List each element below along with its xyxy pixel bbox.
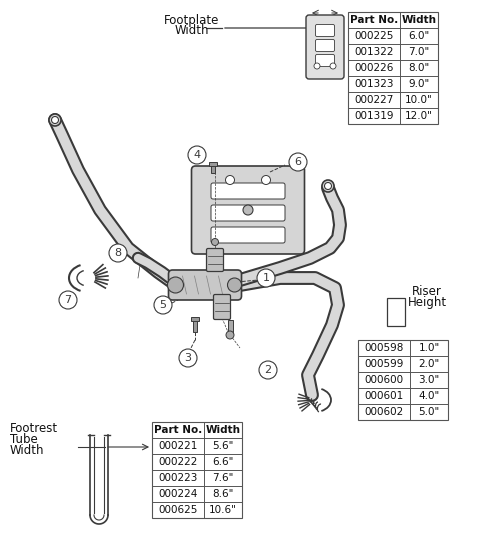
Text: 000225: 000225 <box>354 31 394 41</box>
Text: 3: 3 <box>184 353 192 363</box>
Bar <box>348 12 438 124</box>
Text: 9.0": 9.0" <box>408 79 430 89</box>
Text: 000226: 000226 <box>354 63 394 73</box>
Text: Footrest: Footrest <box>10 422 58 435</box>
Text: 5.6": 5.6" <box>212 441 234 451</box>
FancyBboxPatch shape <box>211 227 285 243</box>
Text: 6: 6 <box>294 157 302 167</box>
FancyBboxPatch shape <box>316 55 334 67</box>
Text: 12.0": 12.0" <box>405 111 433 121</box>
FancyBboxPatch shape <box>211 205 285 221</box>
Text: Width: Width <box>402 15 436 25</box>
Text: 000227: 000227 <box>354 95 394 105</box>
FancyBboxPatch shape <box>168 270 242 300</box>
Text: 7.6": 7.6" <box>212 473 234 483</box>
Text: Riser: Riser <box>412 285 442 298</box>
Text: 3.0": 3.0" <box>418 375 440 385</box>
Text: Tube: Tube <box>10 433 38 446</box>
Text: 001322: 001322 <box>354 47 394 57</box>
Circle shape <box>179 349 197 367</box>
FancyBboxPatch shape <box>211 183 285 199</box>
Circle shape <box>226 331 234 339</box>
Text: 000601: 000601 <box>364 391 404 401</box>
Text: 000223: 000223 <box>158 473 198 483</box>
Text: 000602: 000602 <box>364 407 404 417</box>
Text: Width: Width <box>10 444 44 457</box>
Circle shape <box>243 205 253 215</box>
Circle shape <box>289 153 307 171</box>
Circle shape <box>314 63 320 69</box>
Text: 8.0": 8.0" <box>408 63 430 73</box>
Bar <box>387 298 405 326</box>
Text: 4.0": 4.0" <box>418 391 440 401</box>
Text: Height: Height <box>408 296 447 309</box>
Text: Width: Width <box>206 425 240 435</box>
FancyBboxPatch shape <box>316 24 334 36</box>
Text: 000224: 000224 <box>158 489 198 499</box>
Text: 000599: 000599 <box>364 359 404 369</box>
Bar <box>191 317 199 321</box>
Circle shape <box>212 239 218 246</box>
Text: 000600: 000600 <box>364 375 404 385</box>
Text: 4: 4 <box>194 150 200 160</box>
FancyBboxPatch shape <box>316 40 334 51</box>
Circle shape <box>322 180 334 192</box>
Bar <box>358 340 448 420</box>
Text: 6.6": 6.6" <box>212 457 234 467</box>
FancyBboxPatch shape <box>192 166 304 254</box>
Circle shape <box>188 146 206 164</box>
Bar <box>228 320 232 335</box>
FancyBboxPatch shape <box>206 249 224 272</box>
Text: 10.0": 10.0" <box>405 95 433 105</box>
Text: 2: 2 <box>264 365 272 375</box>
Text: 5.0": 5.0" <box>418 407 440 417</box>
Circle shape <box>49 114 61 126</box>
Circle shape <box>259 361 277 379</box>
Circle shape <box>226 176 234 185</box>
Text: 8: 8 <box>114 248 121 258</box>
Text: 1: 1 <box>262 273 270 283</box>
Bar <box>193 320 197 332</box>
FancyBboxPatch shape <box>214 294 230 320</box>
Bar <box>152 422 242 518</box>
Text: 000598: 000598 <box>364 343 404 353</box>
Text: 8.6": 8.6" <box>212 489 234 499</box>
Text: 1.0": 1.0" <box>418 343 440 353</box>
Text: Width: Width <box>175 24 209 37</box>
Circle shape <box>324 182 332 190</box>
Text: 5: 5 <box>160 300 166 310</box>
Text: Part No.: Part No. <box>350 15 398 25</box>
Bar <box>209 162 217 166</box>
Text: 6.0": 6.0" <box>408 31 430 41</box>
Circle shape <box>262 176 270 185</box>
Circle shape <box>168 277 184 293</box>
Text: Part No.: Part No. <box>154 425 202 435</box>
Circle shape <box>109 244 127 262</box>
Text: 000222: 000222 <box>158 457 198 467</box>
Text: 2.0": 2.0" <box>418 359 440 369</box>
Circle shape <box>154 296 172 314</box>
FancyBboxPatch shape <box>306 15 344 79</box>
Circle shape <box>52 116 59 123</box>
Text: 000221: 000221 <box>158 441 198 451</box>
Circle shape <box>228 278 241 292</box>
Text: 001319: 001319 <box>354 111 394 121</box>
Bar <box>211 165 215 173</box>
Text: 000625: 000625 <box>158 505 198 515</box>
Circle shape <box>257 269 275 287</box>
Text: 7: 7 <box>64 295 71 305</box>
Text: Footplate: Footplate <box>164 14 220 27</box>
Text: 7.0": 7.0" <box>408 47 430 57</box>
Text: 10.6": 10.6" <box>209 505 237 515</box>
Circle shape <box>330 63 336 69</box>
Circle shape <box>59 291 77 309</box>
Text: 001323: 001323 <box>354 79 394 89</box>
